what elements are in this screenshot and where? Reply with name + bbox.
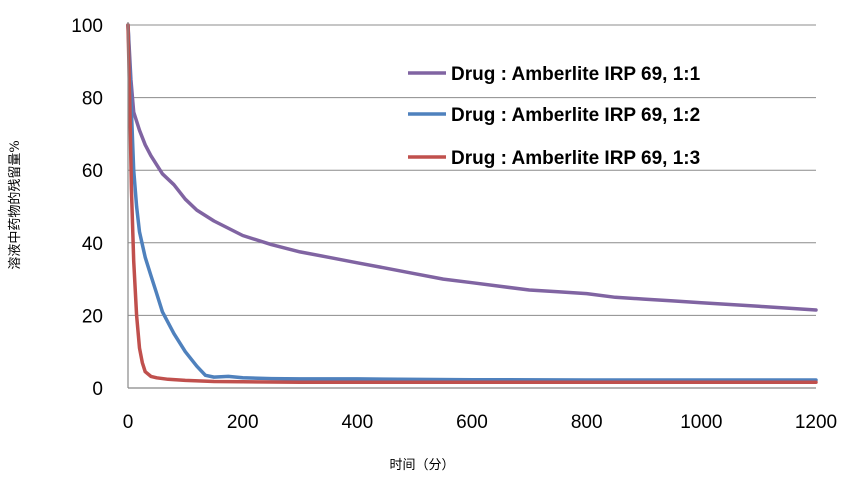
y-tick-label: 20 xyxy=(82,306,103,327)
x-axis-title: 时间（分） xyxy=(389,458,454,473)
y-tick-label: 100 xyxy=(71,16,103,37)
y-tick-label: 80 xyxy=(82,89,103,110)
axes xyxy=(127,22,816,389)
legend-label-2: Drug : Amberlite IRP 69, 1:2 xyxy=(451,105,700,126)
legend: Drug : Amberlite IRP 69, 1:1 Drug : Amber… xyxy=(408,64,701,169)
x-tick-label: 1200 xyxy=(795,412,837,433)
x-tick-label: 0 xyxy=(123,412,134,433)
x-tick-label: 400 xyxy=(341,412,373,433)
y-tick-label: 0 xyxy=(92,379,103,400)
x-tick-label: 600 xyxy=(456,412,488,433)
y-tick-label: 60 xyxy=(82,161,103,182)
y-tick-labels: 0 20 40 60 80 100 xyxy=(71,16,103,400)
x-tick-labels: 0 200 400 600 800 1000 1200 xyxy=(123,412,837,433)
x-tick-label: 1000 xyxy=(680,412,722,433)
x-tick-label: 800 xyxy=(571,412,603,433)
series-lines xyxy=(126,23,818,384)
y-axis-title: 溶液中药物的残留量% xyxy=(7,140,23,269)
series-line-1 xyxy=(126,23,818,312)
series-line-3 xyxy=(126,23,818,384)
gridlines xyxy=(128,24,816,316)
series-line-2 xyxy=(126,23,818,382)
legend-label-1: Drug : Amberlite IRP 69, 1:1 xyxy=(451,64,701,85)
x-tick-label: 200 xyxy=(227,412,259,433)
legend-label-3: Drug : Amberlite IRP 69, 1:3 xyxy=(451,148,700,169)
y-tick-label: 40 xyxy=(82,234,103,255)
